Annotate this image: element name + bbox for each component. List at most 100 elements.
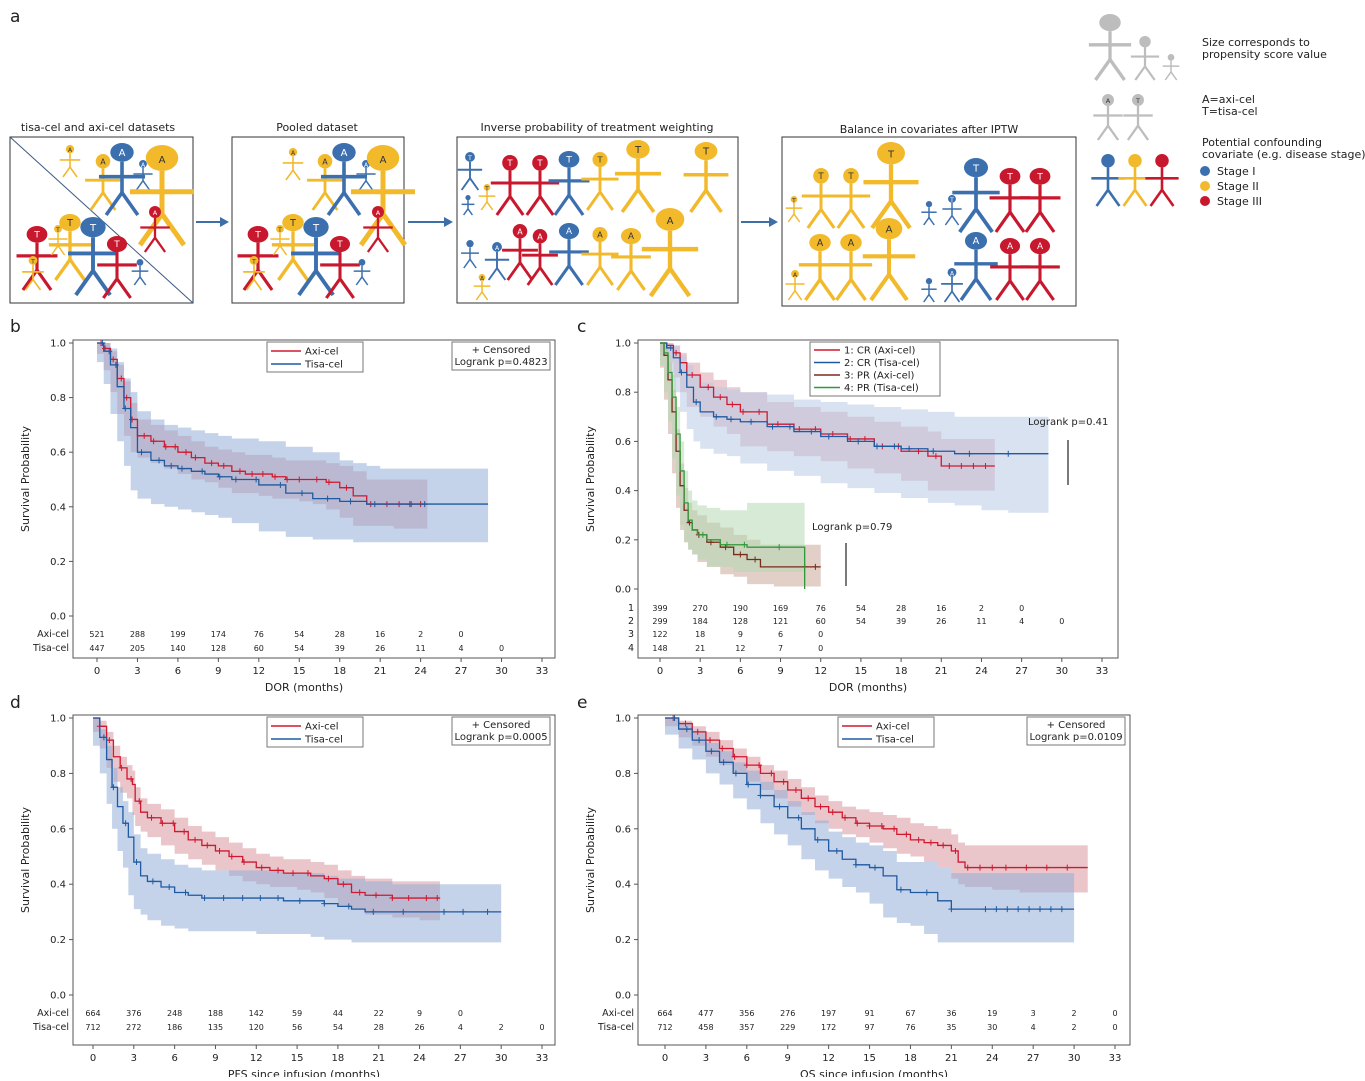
person-leg [460, 177, 471, 191]
person-head [791, 270, 799, 278]
censor-mark [708, 748, 715, 755]
x-tick-label: 21 [372, 1053, 385, 1064]
censor-mark [970, 463, 977, 469]
legend-person-tisa: T [1123, 94, 1153, 141]
person-head [790, 196, 798, 203]
person-leg [518, 261, 534, 281]
censor-mark [313, 476, 320, 483]
censor-mark [707, 737, 713, 744]
censor-mark [118, 375, 125, 382]
person-leg [475, 291, 483, 301]
risk-count: 36 [946, 1009, 956, 1018]
legend-entry: 2: CR (Tisa-cel) [844, 358, 920, 369]
censor-mark [817, 803, 824, 810]
risk-count: 54 [856, 604, 866, 613]
person-5: A [363, 206, 393, 253]
person-head [303, 217, 329, 238]
person-leg [586, 191, 602, 211]
chart-b: 0.00.20.40.60.81.00 3 6 9 12 15 18 21 24 27 30 33DO… [19, 339, 556, 694]
panel-letter-e: e [577, 693, 587, 713]
censor-mark [855, 438, 862, 445]
censor-mark [102, 345, 109, 352]
legend-entry: Tisa-cel [875, 735, 914, 746]
person-leg [636, 188, 656, 214]
person-leg [272, 245, 281, 256]
censor-mark [964, 864, 971, 871]
legend-box [266, 716, 364, 748]
person-letter: A [1007, 242, 1013, 252]
censor-mark [304, 870, 311, 877]
person-head [840, 234, 862, 252]
person-7: T [989, 168, 1031, 233]
person-leg [242, 269, 260, 291]
person-leg [995, 279, 1012, 301]
person-leg [342, 191, 362, 217]
censor-mark [220, 895, 227, 902]
legend-entry: 3: PR (Axi-cel) [844, 371, 915, 382]
legend-stage2-label: Stage II [1217, 180, 1259, 193]
person-letter: A [322, 157, 328, 166]
person-leg [793, 213, 801, 223]
person-head [999, 168, 1021, 185]
person-0: A [282, 148, 304, 181]
person-letter: T [847, 172, 854, 182]
risk-count: 248 [167, 1009, 182, 1018]
risk-count: 128 [211, 644, 226, 653]
person-leg [787, 290, 796, 301]
ci-band-2 [97, 343, 489, 543]
person-6: T [952, 158, 1000, 234]
person-letter: A [537, 232, 543, 241]
person-head [65, 145, 75, 154]
person-letter: T [30, 258, 35, 265]
person-head [465, 195, 471, 201]
person-leg [24, 278, 34, 291]
person-letter: A [119, 148, 126, 159]
risk-count: 97 [864, 1023, 874, 1032]
person-leg [1107, 125, 1120, 141]
risk-count: 54 [294, 630, 304, 639]
person-leg [598, 266, 614, 286]
censor-mark [1002, 864, 1009, 871]
y-tick-label: 0.4 [50, 502, 66, 513]
x-tick-label: 3 [134, 666, 140, 677]
censor-mark [729, 401, 736, 408]
risk-count: 664 [657, 1009, 672, 1018]
censor-mark [296, 476, 303, 483]
risk-count: 0 [818, 644, 823, 653]
person-leg [1008, 211, 1026, 233]
person-2: T [478, 184, 496, 211]
person-leg [326, 191, 346, 217]
censor-mark [748, 418, 755, 425]
person-head [592, 152, 608, 168]
person-head [358, 259, 366, 266]
x-tick-label: 30 [1068, 1053, 1081, 1064]
risk-count: 477 [698, 1009, 713, 1018]
censor-mark [123, 394, 130, 401]
person-leg [35, 269, 53, 291]
person-leg [944, 215, 953, 226]
censor-mark [129, 416, 136, 423]
person-head [532, 229, 548, 244]
y-tick-label: 1.0 [615, 339, 631, 350]
person-leg [1149, 189, 1164, 207]
risk-count: 28 [374, 1023, 384, 1032]
risk-count: 0 [458, 1009, 463, 1018]
censored-note: + Censored [472, 720, 531, 731]
censor-mark [717, 394, 724, 401]
person-leg [245, 278, 255, 291]
person-1: T [801, 168, 841, 229]
person-head [877, 142, 905, 165]
risk-count: 11 [416, 644, 426, 653]
x-tick-label: 30 [495, 1053, 508, 1064]
legend-entry: Axi-cel [305, 722, 339, 733]
person-letter: T [289, 218, 296, 229]
person-head [145, 145, 179, 171]
person-leg [311, 191, 327, 211]
person-leg [586, 266, 602, 286]
person-letter: T [484, 185, 489, 192]
person-leg [377, 237, 390, 253]
risk-count: 16 [936, 604, 946, 613]
person-leg [689, 189, 708, 214]
x-tick-label: 24 [975, 666, 988, 677]
y-tick-label: 0.0 [615, 585, 631, 596]
